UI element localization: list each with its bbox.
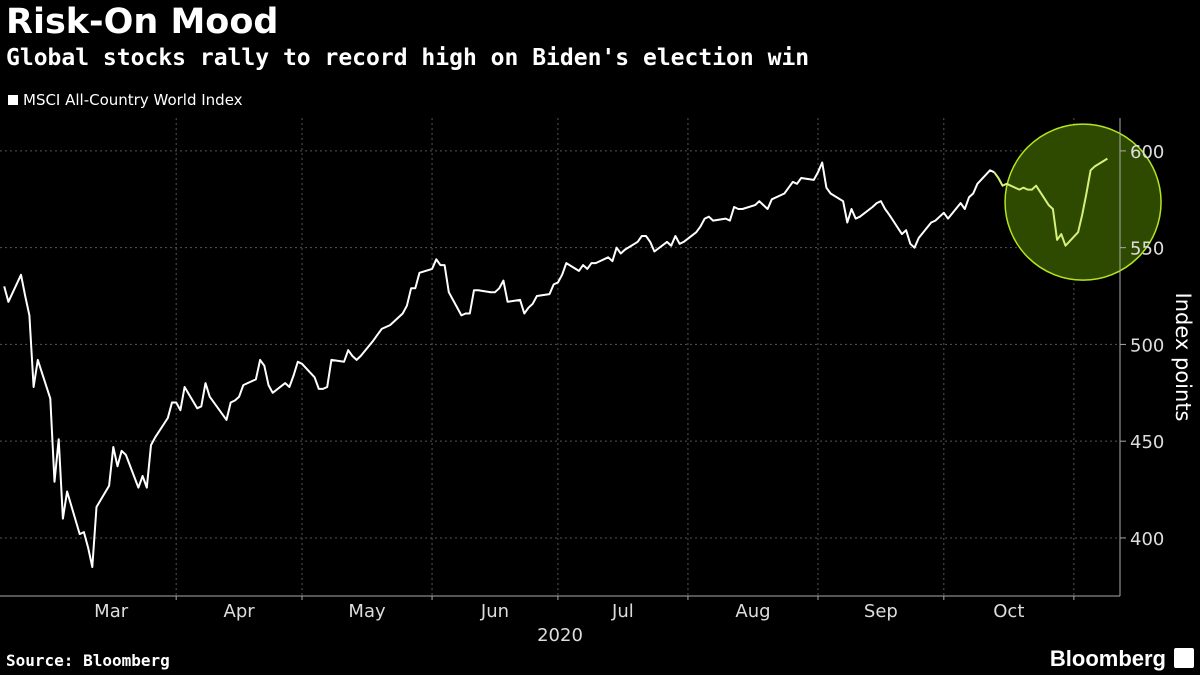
legend-label: MSCI All-Country World Index (23, 91, 243, 109)
brand-logo: Bloomberg (1049, 646, 1166, 671)
x-tick-label: Jun (480, 601, 509, 622)
y-tick-label: 600 (1130, 142, 1164, 163)
series-line-highlighted (993, 157, 1108, 247)
x-tick-label: Aug (735, 601, 770, 622)
y-tick-label: 450 (1130, 432, 1164, 453)
highlight-circle (1004, 123, 1162, 281)
y-axis-label: Index points (1171, 292, 1195, 422)
legend-swatch (8, 95, 18, 105)
x-tick-label: Apr (224, 601, 256, 622)
y-tick-label: 500 (1130, 335, 1164, 356)
x-tick-label: May (348, 601, 386, 622)
chart-title: Risk-On Mood (6, 2, 279, 42)
x-axis-label: 2020 (537, 625, 583, 646)
bloomberg-terminal-icon (1174, 648, 1194, 668)
source-note: Source: Bloomberg (6, 651, 170, 670)
highlight-area (1004, 123, 1162, 281)
x-tick-label: Jul (611, 601, 634, 622)
chart-subtitle: Global stocks rally to record high on Bi… (6, 45, 810, 71)
series (3, 157, 1108, 568)
legend: MSCI All-Country World Index (8, 91, 243, 109)
x-tick-label: Sep (864, 601, 898, 622)
grid (0, 118, 1120, 596)
axes: 400 450 500 550 600 Mar Apr May Jun Jul Aug Sep Oct 2… (0, 118, 1164, 646)
y-tick-label: 400 (1130, 529, 1164, 550)
x-tick-label: Mar (94, 601, 129, 622)
x-tick-label: Oct (993, 601, 1024, 622)
series-line (3, 161, 995, 568)
y-tick-label: 550 (1130, 239, 1164, 260)
